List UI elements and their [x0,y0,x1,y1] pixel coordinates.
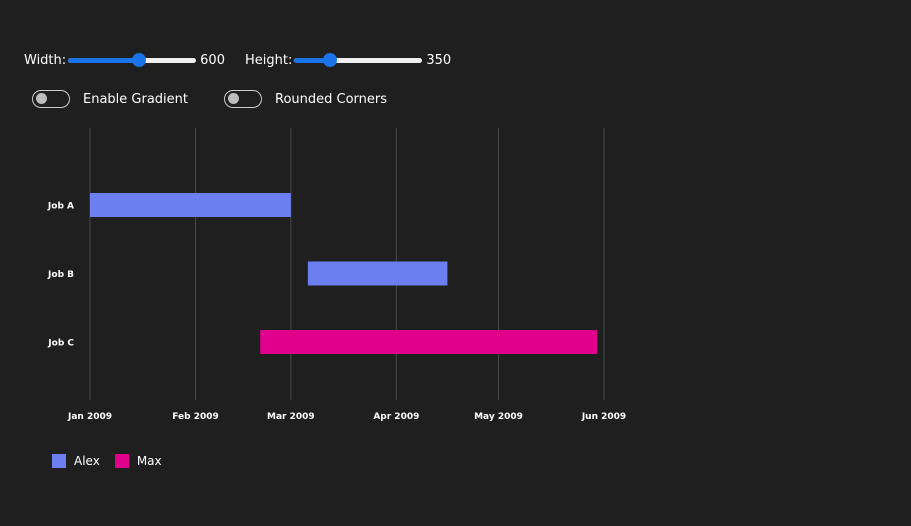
height-value: 350 [426,52,452,68]
x-tick-label: Feb 2009 [172,412,219,422]
x-tick-label: Jan 2009 [67,412,112,422]
height-label: Height: [244,52,293,68]
gradient-toggle[interactable] [32,90,70,108]
rounded-toggle[interactable] [224,90,262,108]
x-tick-label: May 2009 [474,412,523,422]
height-slider-track[interactable] [294,58,423,63]
height-slider-fill [294,58,330,63]
gantt-chart: Jan 2009 Feb 2009 Mar 2009 Apr 2009 May 2009… [47,128,626,422]
x-tick-label: Apr 2009 [373,412,419,422]
chart-legend: Alex Max [52,454,177,468]
height-slider[interactable] [294,52,423,68]
rounded-toggle-knob [228,93,239,104]
gantt-bar [307,261,448,286]
x-tick-label: Jun 2009 [581,412,626,422]
gantt-bar [90,193,291,217]
gradient-toggle-knob [36,93,47,104]
width-slider-thumb[interactable] [132,53,147,67]
gantt-bar [260,330,598,354]
size-controls: Width: 600 Height: 350 [24,48,471,72]
legend-label: Max [136,454,162,468]
width-slider-fill [68,58,140,63]
width-label: Width: [24,52,67,68]
legend-label: Alex [74,454,100,468]
legend-swatch [52,454,66,468]
y-tick-label: Job C [47,339,74,349]
x-tick-label: Mar 2009 [267,412,315,422]
y-tick-label: Job B [47,270,74,280]
rounded-toggle-label: Rounded Corners [275,91,388,107]
y-tick-label: Job A [47,202,74,212]
option-toggles: Enable Gradient Rounded Corners [32,89,423,109]
legend-swatch [114,454,129,468]
width-slider[interactable] [68,52,197,68]
legend-item: Alex [52,454,100,468]
width-value: 600 [200,52,225,68]
height-slider-thumb[interactable] [322,53,337,67]
gradient-toggle-label: Enable Gradient [83,91,188,107]
legend-item: Max [114,454,162,468]
